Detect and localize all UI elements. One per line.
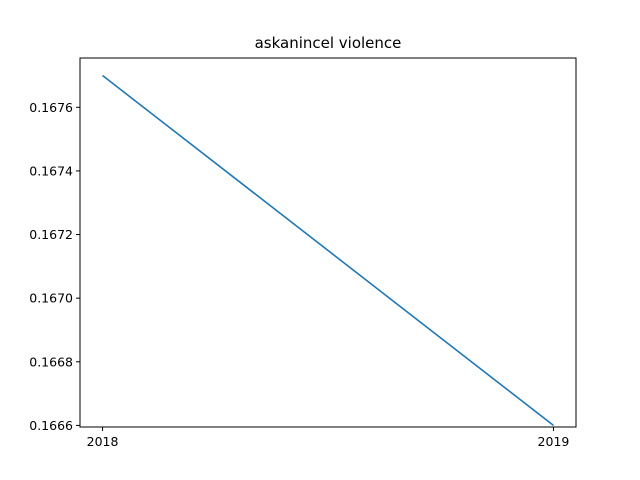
y-tick-label: 0.1672 [29, 227, 73, 242]
y-tick-label: 0.1676 [29, 100, 73, 115]
y-tick-label: 0.1666 [29, 418, 73, 433]
y-tick-label: 0.1670 [29, 291, 73, 306]
y-tick-label: 0.1674 [29, 163, 73, 178]
series-line-0 [102, 74, 554, 427]
x-tick-label: 2018 [87, 434, 119, 449]
chart-title: askanincel violence [255, 34, 402, 52]
plot-area: 2018 2019 0.1666 0.1668 0.1670 0.1672 0.1674 0.… [29, 74, 570, 449]
x-tick-label: 2019 [538, 434, 570, 449]
y-tick-label: 0.1668 [29, 354, 73, 369]
axes-frame [79, 57, 577, 428]
